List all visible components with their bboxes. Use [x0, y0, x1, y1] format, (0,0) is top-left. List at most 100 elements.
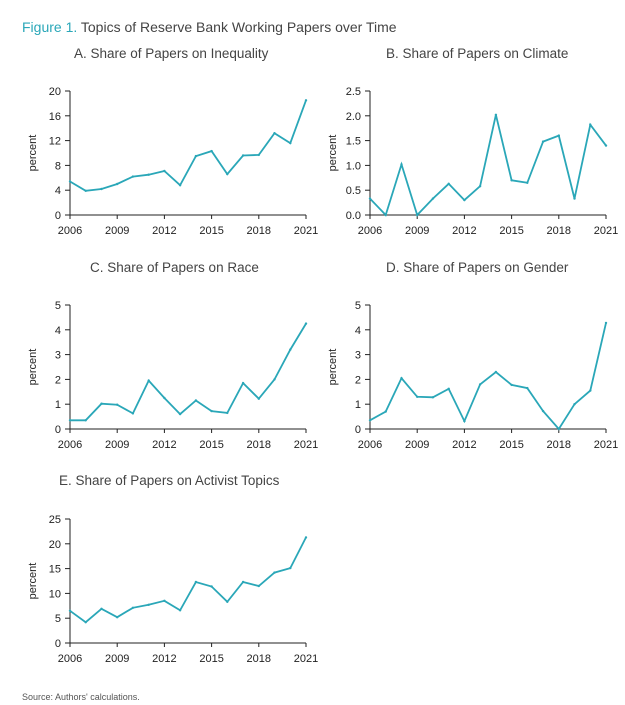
panel-e-x-tick-label: 2009 [105, 653, 129, 665]
panel-d-x-tick-label: 2009 [405, 439, 429, 451]
panel-e-data-point [257, 584, 260, 588]
panel-e-title: E. Share of Papers on Activist Topics [59, 473, 280, 488]
panel-c-data-point [241, 381, 245, 385]
panel-b-x-tick-label: 2006 [358, 225, 382, 237]
panel-e-y-tick-label: 10 [49, 588, 61, 600]
panel-b-y-tick-label: 0.5 [346, 185, 361, 197]
panel-d-y-tick-label: 1 [355, 399, 361, 411]
panel-c-data-point [68, 419, 72, 422]
panel-d-y-tick-label: 5 [355, 300, 361, 312]
panel-d-data-point [416, 395, 419, 398]
panel-d-series-line [369, 322, 607, 431]
panel-e-data-point [163, 599, 166, 602]
panel-d-x-tick-label: 2012 [452, 439, 476, 451]
panel-c-data-point [210, 409, 213, 413]
source-note: Source: Authors' calculations. [22, 692, 140, 702]
panel-e-x-tick-label: 2018 [247, 653, 271, 665]
panel-e-data-point [147, 603, 150, 606]
panel-e-x-tick-label: 2021 [294, 653, 318, 665]
panel-b-y-tick-label: 1.0 [346, 160, 361, 172]
panel-c-data-point [226, 411, 229, 415]
figure-title: Figure 1. Topics of Reserve Bank Working… [22, 19, 397, 35]
panel-c-data-point [273, 378, 276, 381]
panel-a-y-tick-label: 16 [49, 111, 61, 123]
panel-b-x-tick-label: 2015 [499, 225, 523, 237]
panel-b-data-point [416, 213, 419, 217]
panel-c-y-tick-label: 1 [55, 399, 61, 411]
panel-d-data-point [541, 409, 545, 413]
panel-b-data-point [463, 198, 466, 202]
panel-c-data-point [147, 379, 150, 382]
panel-e-x-tick-label: 2015 [199, 653, 223, 665]
panel-c-data-point [304, 322, 308, 325]
panel-e-data-point [100, 607, 103, 610]
panel-d-data-point [463, 419, 466, 423]
panel-a-x-tick-label: 2021 [294, 225, 318, 237]
panel-d-data-point [604, 321, 608, 325]
panel-a-data-point [226, 172, 229, 176]
panel-e-data-point [210, 585, 213, 588]
panel-c-y-axis-label: percent [27, 349, 39, 386]
panel-e-data-point [273, 571, 276, 574]
panel-a-y-tick-label: 4 [55, 185, 61, 197]
panel-b-data-point [510, 179, 513, 182]
panel-c-x-tick-label: 2015 [199, 439, 223, 451]
panel-a-data-point [273, 132, 276, 135]
panel-e-data-point [241, 580, 245, 584]
panel-e-data-point [304, 536, 308, 539]
panel-d-title: D. Share of Papers on Gender [386, 260, 569, 275]
panel-a-data-point [131, 175, 135, 178]
panel-a-data-point [147, 173, 150, 176]
panel-b-series-line [369, 114, 607, 217]
panel-e-data-point [194, 580, 198, 584]
panel-a-x-tick-label: 2018 [247, 225, 271, 237]
panel-e-x-tick-label: 2012 [152, 653, 176, 665]
panel-c-chart: 0 1 2 3 4 5 2006 2009 2012 2015 2018 2021 percent [27, 300, 318, 451]
panel-c-data-point [131, 412, 135, 415]
panel-c-data-point [116, 403, 119, 406]
panel-c-data-point [100, 402, 103, 405]
panel-b-data-point [447, 182, 450, 185]
panel-c-x-tick-label: 2006 [58, 439, 82, 451]
panel-e-data-point [131, 606, 135, 609]
panel-d-data-point [526, 386, 529, 390]
panel-b-y-tick-label: 0.0 [346, 210, 361, 222]
panel-e-data-point [84, 621, 87, 624]
panel-a-x-tick-label: 2006 [58, 225, 82, 237]
panel-d-y-tick-label: 3 [355, 350, 361, 362]
panel-a-data-point [257, 153, 260, 157]
panel-a-data-point [178, 184, 182, 187]
panel-b-data-point [541, 140, 545, 143]
panel-b-x-tick-label: 2009 [405, 225, 429, 237]
panel-c-y-tick-label: 4 [55, 325, 61, 337]
panel-b-y-tick-label: 2.5 [346, 86, 361, 98]
panel-d-data-point [478, 383, 482, 386]
panel-e-y-axis-label: percent [27, 563, 39, 600]
panel-e-y-tick-label: 20 [49, 539, 61, 551]
panel-e-data-point [226, 600, 229, 603]
panel-d-x-tick-label: 2015 [499, 439, 523, 451]
panel-b-data-point [384, 213, 387, 217]
panel-e-x-tick-label: 2006 [58, 653, 82, 665]
panel-a-y-tick-label: 12 [49, 136, 61, 148]
panel-c-data-point [178, 412, 182, 416]
panel-d-data-point [447, 387, 450, 390]
panel-a-data-point [100, 187, 103, 191]
panel-e-y-tick-label: 0 [55, 638, 61, 650]
panel-d-x-tick-label: 2006 [358, 439, 382, 451]
panel-b-data-point [604, 144, 608, 147]
panel-c-x-tick-label: 2012 [152, 439, 176, 451]
panel-b-y-tick-label: 2.0 [346, 111, 361, 123]
panel-c-data-point [194, 399, 198, 402]
panel-a-data-point [304, 99, 308, 102]
panel-a-x-tick-label: 2015 [199, 225, 223, 237]
panel-a-y-tick-label: 8 [55, 160, 61, 172]
panel-b-y-axis-label: percent [327, 135, 339, 172]
panel-d-data-point [400, 377, 403, 380]
panel-e-y-tick-label: 25 [49, 514, 61, 526]
panel-e-chart: 0 5 10 15 20 25 2006 2009 2012 2015 2018 2021 percen… [27, 514, 318, 665]
panel-b-title: B. Share of Papers on Climate [386, 46, 569, 61]
panel-b-y-tick-label: 1.5 [346, 136, 361, 148]
panel-e-data-point [116, 616, 119, 619]
panel-d-y-tick-label: 0 [355, 424, 361, 436]
